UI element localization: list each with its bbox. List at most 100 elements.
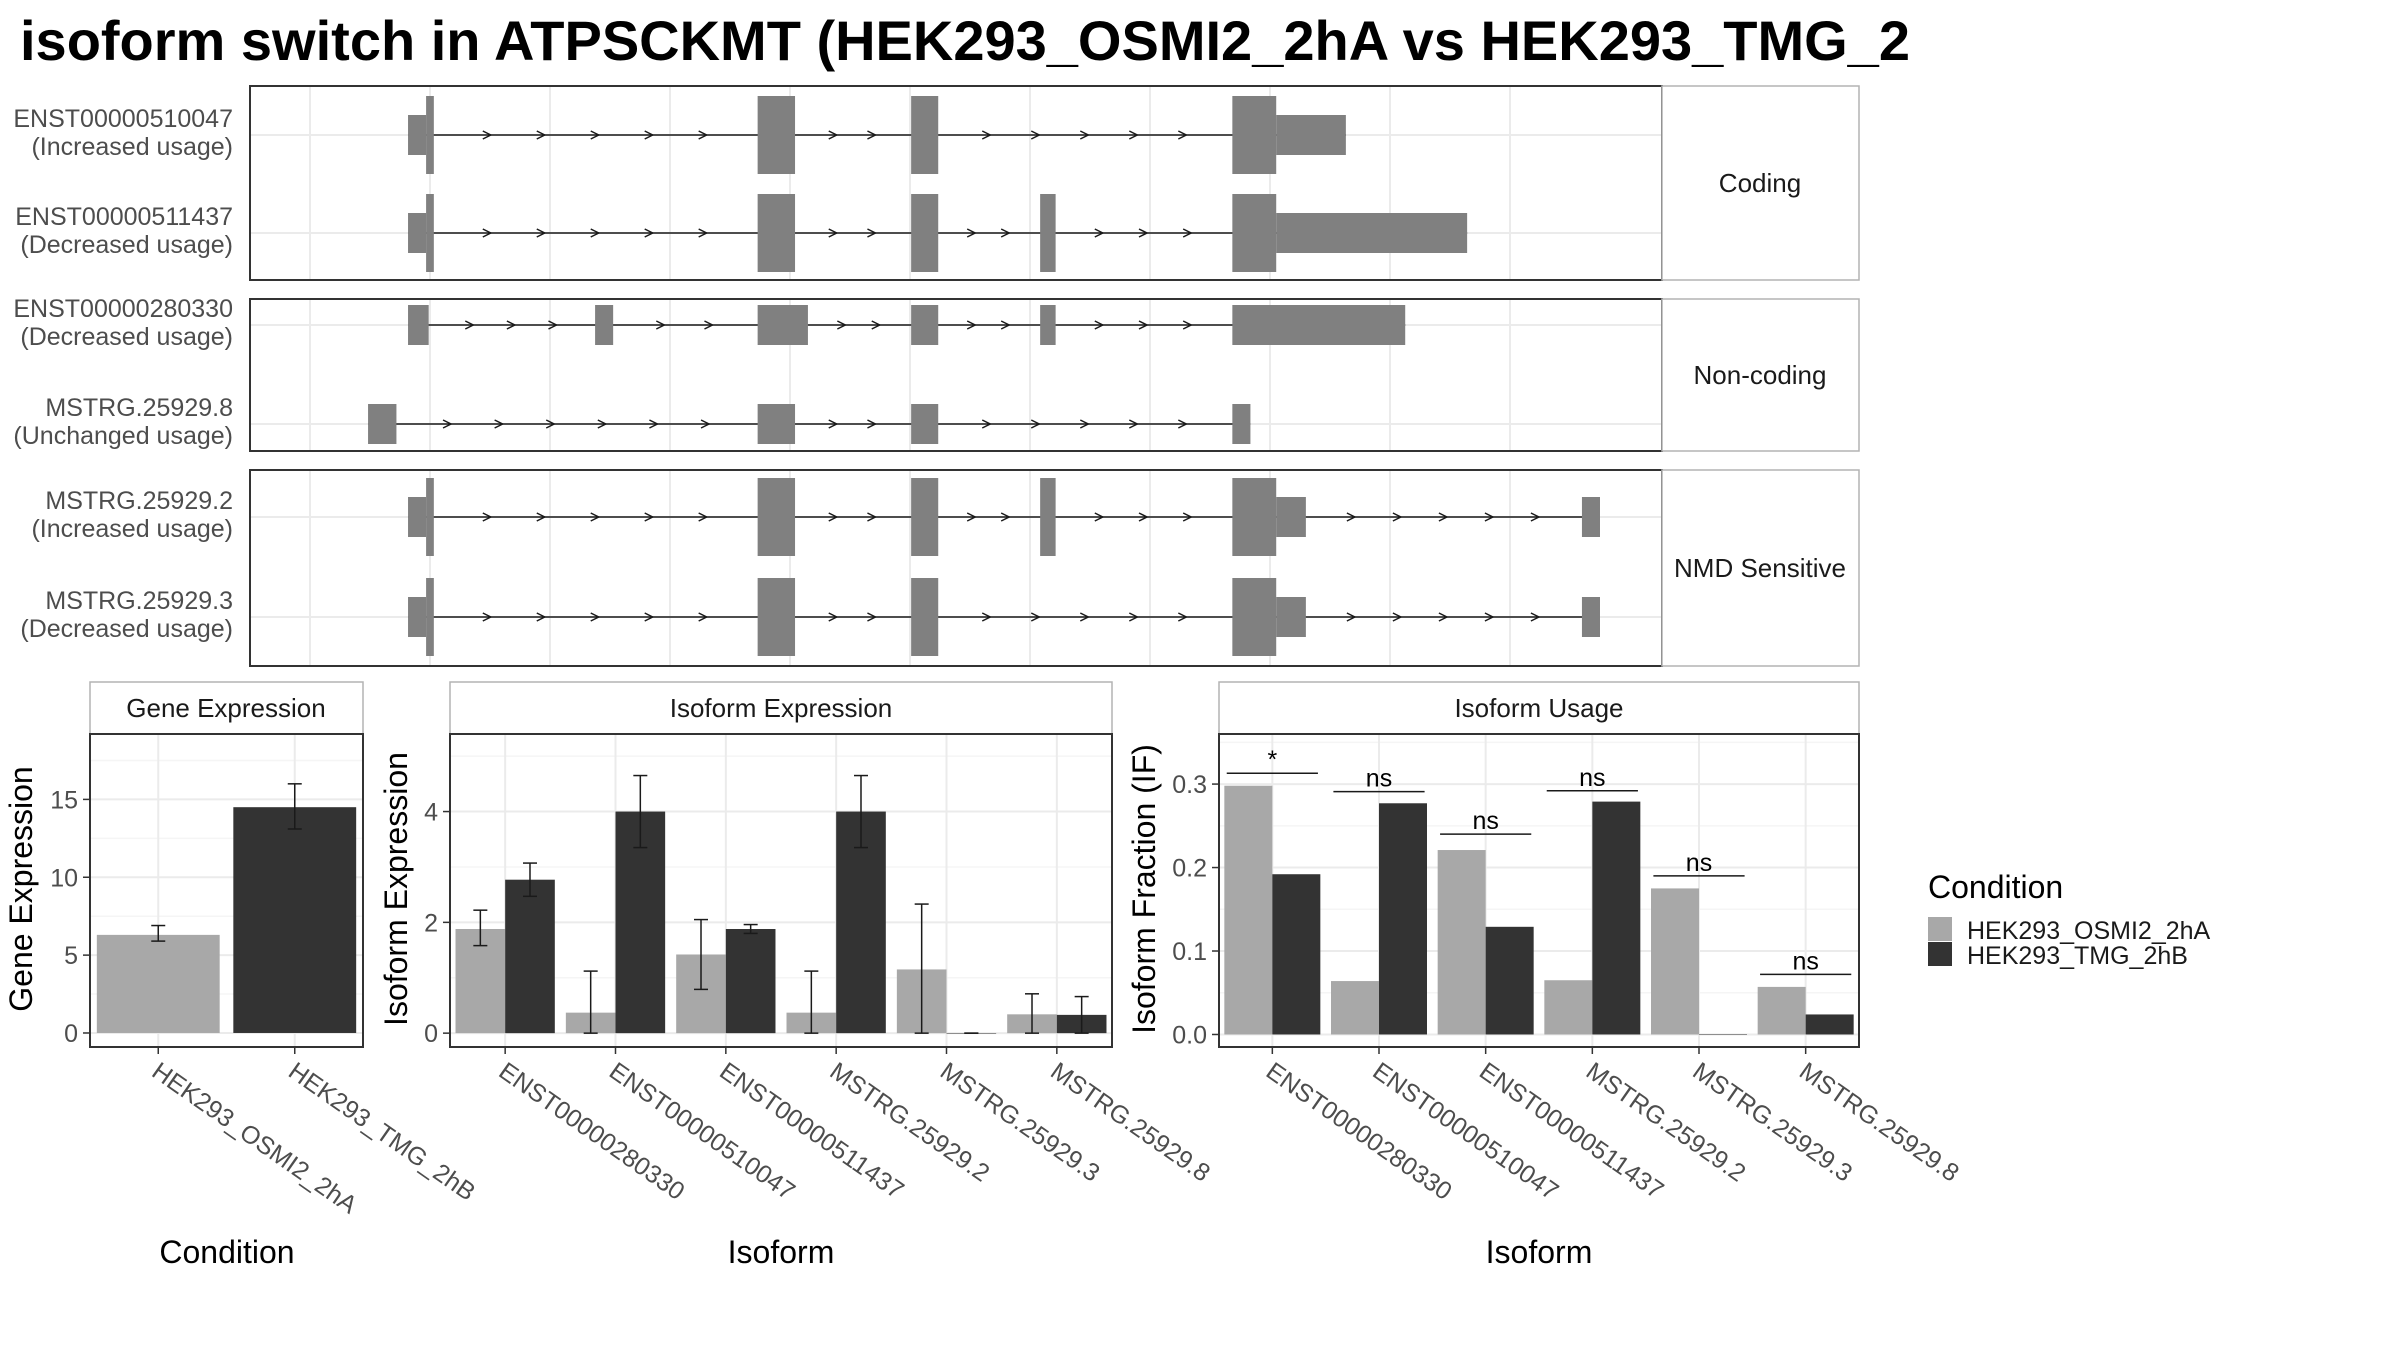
exon-block	[408, 497, 427, 537]
strand-arrow	[981, 612, 992, 622]
strand-arrow	[536, 228, 547, 238]
strand-arrow	[698, 228, 709, 238]
transcript-group-strip	[1661, 469, 1860, 667]
exon-block	[426, 578, 434, 656]
significance-label: ns	[1366, 765, 1392, 793]
strand-arrow	[700, 419, 711, 429]
strand-arrow	[867, 612, 878, 622]
strand-arrow	[1000, 512, 1011, 522]
transcript-id-label: ENST00000510047	[13, 105, 233, 133]
x-tick-label: ENST00000510047	[1368, 1057, 1564, 1206]
strand-arrow	[1138, 512, 1149, 522]
bar	[1592, 801, 1641, 1035]
strand-arrow	[1182, 512, 1193, 522]
strand-arrow	[655, 320, 666, 330]
significance-label: ns	[1792, 947, 1818, 975]
strand-arrow	[545, 419, 556, 429]
x-tick-label: ENST00000511437	[714, 1057, 908, 1205]
exon-block	[408, 305, 429, 345]
exon-block	[757, 194, 796, 272]
transcript-usage-label: (Increased usage)	[31, 133, 233, 161]
bar	[1272, 874, 1321, 1035]
strand-arrow	[536, 512, 547, 522]
exon-block	[1232, 478, 1277, 556]
transcript-id-label: ENST00000511437	[15, 203, 233, 231]
strand-arrow	[1392, 512, 1403, 522]
significance-label: ns	[1686, 849, 1712, 877]
strand-arrow	[966, 228, 977, 238]
strand-arrow	[1128, 612, 1139, 622]
legend-entry-condition-b: HEK293_TMG_2hB	[1967, 942, 2188, 970]
transcript-usage-label: (Decreased usage)	[20, 231, 233, 259]
bar	[1437, 850, 1486, 1035]
strand-arrow	[482, 512, 493, 522]
transcript-usage-label: (Decreased usage)	[20, 323, 233, 351]
strand-arrow	[1094, 228, 1105, 238]
strand-arrow	[837, 320, 848, 330]
strand-arrow	[698, 612, 709, 622]
significance-label: *	[1267, 746, 1277, 774]
y-tick-label: 0.1	[1172, 938, 1207, 966]
bar	[1651, 888, 1699, 1035]
exon-block	[1581, 497, 1600, 537]
exon-block	[757, 305, 808, 345]
transcript-id-label: MSTRG.25929.2	[45, 487, 233, 515]
exon-block	[408, 115, 427, 155]
bar	[1544, 980, 1593, 1035]
plot-border	[1218, 733, 1860, 1048]
significance-label: ns	[1579, 764, 1605, 792]
strand-arrow	[1530, 612, 1541, 622]
bar	[1379, 803, 1427, 1035]
exon-block	[368, 404, 397, 444]
isoform-expression-chart: Isoform Expression 0 2 4 ENST00000280330ENS…	[378, 681, 1215, 1270]
exon-block	[911, 578, 939, 656]
strand-arrow	[828, 228, 839, 238]
isoform-usage-plot-area: * ns ns ns ns ns 0.0 0.1 0.2 0.3 ENST00000280330EN…	[1172, 733, 1964, 1206]
plot-background	[1219, 734, 1859, 1047]
transcript-group-label: Non-coding	[1694, 360, 1827, 390]
transcript-id-label: ENST00000280330	[13, 295, 233, 323]
strand-arrow	[981, 130, 992, 140]
exon-block	[1232, 96, 1277, 174]
strand-arrow	[698, 512, 709, 522]
strand-arrow	[828, 512, 839, 522]
transcript-group-strip	[1661, 298, 1860, 452]
isoform-expression-plot-area: 0 2 4 ENST00000280330ENST00000510047ENST000…	[424, 733, 1215, 1206]
strand-arrow	[597, 419, 608, 429]
strand-arrow	[1182, 228, 1193, 238]
significance-label: ns	[1472, 807, 1498, 835]
strand-arrow	[494, 419, 505, 429]
strand-arrow	[1177, 130, 1189, 140]
strand-arrow	[1000, 320, 1011, 330]
exon-block	[1232, 194, 1277, 272]
y-tick-label: 0.2	[1172, 855, 1207, 883]
isoform-usage-title: Isoform Usage	[1454, 693, 1623, 723]
legend-entry-condition-a: HEK293_OSMI2_2hA	[1967, 917, 2211, 945]
strand-arrow	[1030, 419, 1041, 429]
strand-arrow	[966, 320, 977, 330]
gene-expression-strip	[89, 681, 364, 735]
isoform-expression-xlabel: Isoform	[728, 1234, 835, 1270]
isoform-usage-chart: Isoform Usage * ns ns ns ns ns 0.0 0.1 0.2 0.3 ENS…	[1126, 681, 1964, 1270]
exon-block	[1276, 497, 1306, 537]
strand-arrow	[867, 130, 878, 140]
strand-arrow	[1177, 612, 1189, 622]
strand-arrow	[1079, 612, 1090, 622]
transcript-row: ENST00000510047(Increased usage)	[13, 96, 1346, 174]
plot-border	[449, 733, 1113, 1048]
transcript-row: MSTRG.25929.8(Unchanged usage)	[13, 394, 1251, 450]
x-tick-label: ENST00000511437	[1474, 1057, 1668, 1205]
strand-arrow	[548, 320, 559, 330]
isoform-expression-ylabel: Isoform Expression	[378, 752, 414, 1026]
strand-arrow	[482, 130, 493, 140]
legend-swatch-condition-b	[1928, 942, 1952, 966]
exon-block	[426, 96, 434, 174]
exon-block	[1232, 578, 1277, 656]
isoform-expression-title: Isoform Expression	[670, 693, 893, 723]
strand-arrow	[590, 130, 601, 140]
exon-block	[1040, 194, 1056, 272]
strand-arrow	[1138, 320, 1149, 330]
strand-arrow	[1346, 612, 1357, 622]
transcript-row: MSTRG.25929.2(Increased usage)	[31, 478, 1600, 556]
